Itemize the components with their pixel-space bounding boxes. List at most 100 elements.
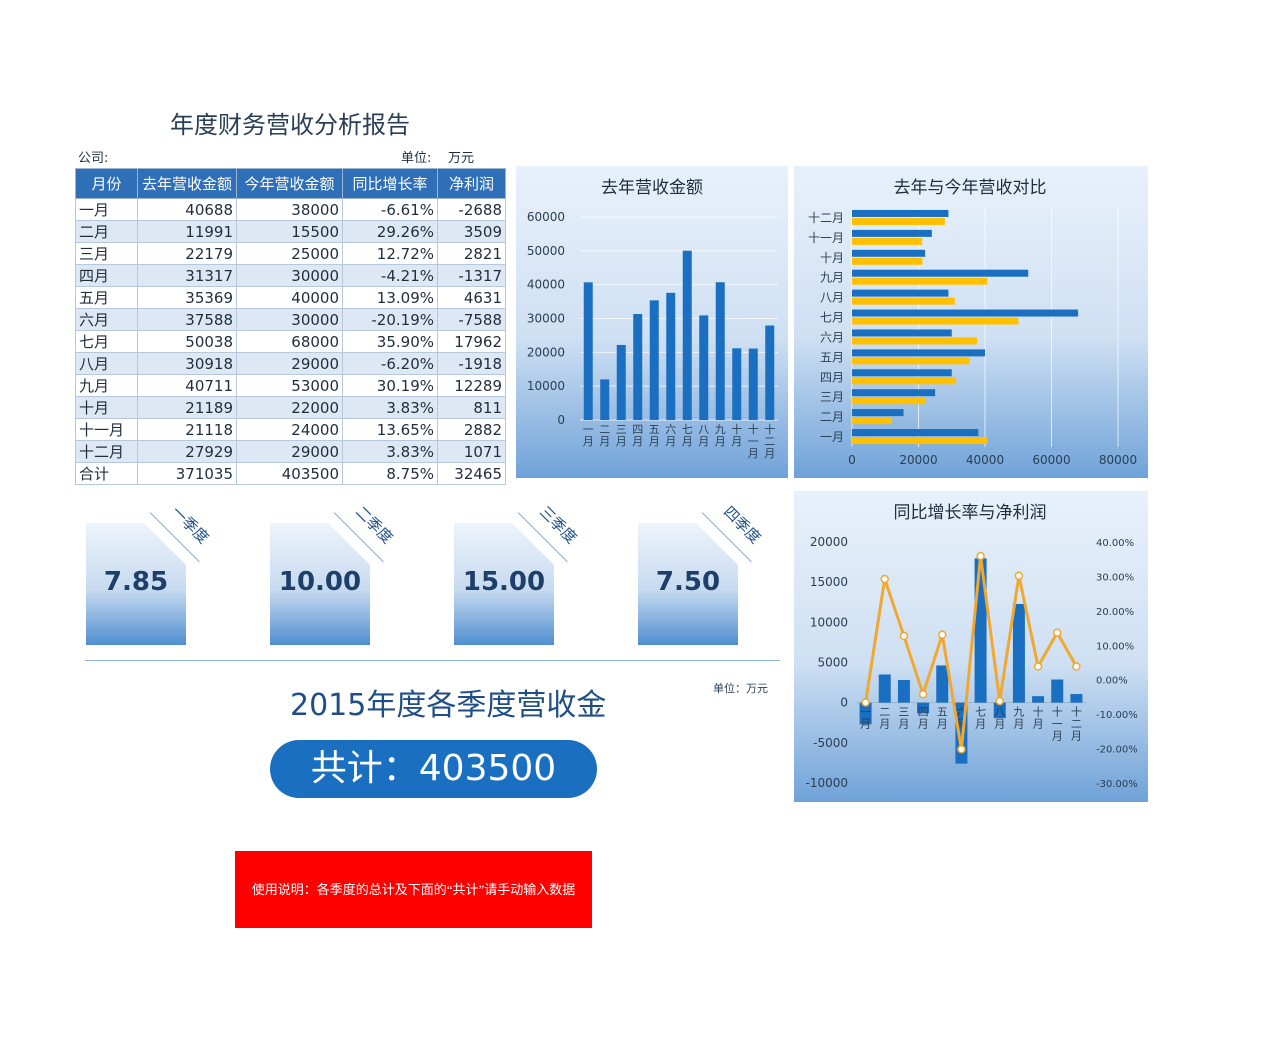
- table-row: 八月 30918 29000 -6.20% -1918: [75, 352, 506, 375]
- table-cell: 21189: [137, 396, 237, 419]
- y-tick-label: 10000: [810, 615, 848, 629]
- table-row: 二月 11991 15500 29.26% 3509: [75, 220, 506, 243]
- table-cell: 四月: [75, 264, 138, 287]
- table-cell: 24000: [236, 418, 343, 441]
- svg-text:月: 月: [994, 718, 1005, 731]
- table-cell: 35369: [137, 286, 237, 309]
- table-cell: 35.90%: [342, 330, 438, 353]
- bar: [765, 325, 775, 420]
- y-tick-label: 20000: [810, 535, 848, 549]
- bar: [852, 437, 988, 445]
- svg-text:十: 十: [731, 422, 742, 436]
- x-tick-label: 二月: [599, 423, 610, 448]
- x-tick-label: 十一月: [1052, 705, 1063, 743]
- svg-text:月: 月: [1052, 730, 1063, 743]
- y2-tick-label: 0.00%: [1096, 676, 1128, 687]
- table-cell: 811: [437, 396, 506, 419]
- y-tick-label: 一月: [820, 430, 844, 444]
- bar: [715, 282, 725, 420]
- table-cell: 22000: [236, 396, 343, 419]
- svg-text:月: 月: [1071, 730, 1082, 743]
- bar: [852, 397, 926, 405]
- y-tick-label: 四月: [820, 370, 844, 384]
- report-title: 年度财务营收分析报告: [170, 111, 410, 139]
- table-cell: 37588: [137, 308, 237, 331]
- table-cell: -4.21%: [342, 264, 438, 287]
- x-tick-label: 七月: [975, 706, 986, 731]
- table-cell: 31317: [137, 264, 237, 287]
- table-row: 三月 22179 25000 12.72% 2821: [75, 242, 506, 265]
- table-row: 十一月 21118 24000 13.65% 2882: [75, 418, 506, 441]
- table-cell: 38000: [236, 198, 343, 221]
- x-tick-label: 九月: [1013, 706, 1024, 731]
- x-tick-label: 四月: [632, 423, 643, 448]
- x-tick-label: 十二月: [1071, 705, 1082, 743]
- x-tick-label: 五月: [937, 706, 948, 731]
- y2-tick-label: -20.00%: [1096, 745, 1138, 756]
- svg-text:月: 月: [898, 718, 909, 731]
- bar: [897, 680, 910, 703]
- bar: [616, 344, 626, 420]
- finance-table: 月份 去年营收金额 今年营收金额 同比增长率 净利润 一月 40688 38000-…: [75, 168, 506, 485]
- table-cell: 1071: [437, 440, 506, 463]
- table-cell: 25000: [236, 242, 343, 265]
- svg-text:月: 月: [764, 447, 775, 460]
- svg-text:五: 五: [937, 706, 948, 719]
- y-tick-label: 二月: [820, 410, 844, 424]
- svg-text:月: 月: [715, 435, 726, 448]
- growth-line: [864, 555, 1078, 750]
- y-tick-label: 九月: [820, 271, 844, 285]
- bar: [852, 217, 945, 225]
- table-cell: 八月: [75, 352, 138, 375]
- table-cell: 403500: [236, 462, 343, 485]
- svg-text:月: 月: [956, 718, 967, 731]
- table-row: 一月 40688 38000 -6.61% -2688: [75, 198, 506, 221]
- table-cell: 4631: [437, 286, 506, 309]
- svg-text:八: 八: [698, 423, 709, 436]
- bar: [917, 702, 930, 714]
- table-cell: 十月: [75, 396, 138, 419]
- y-tick-label: 0: [557, 413, 565, 427]
- y-tick-label: -5000: [813, 736, 848, 750]
- x-tick-label: 三月: [898, 706, 909, 731]
- bar: [852, 389, 936, 397]
- y-tick-label: 十二月: [808, 211, 844, 225]
- total-badge: 共计：403500: [270, 740, 597, 798]
- unit-value: 万元: [448, 151, 475, 166]
- svg-text:月: 月: [1013, 718, 1024, 731]
- x-tick-label: 一月: [583, 423, 594, 448]
- table-cell: 30000: [236, 308, 343, 331]
- bar: [583, 282, 593, 420]
- bar: [878, 674, 891, 703]
- bar: [852, 429, 979, 437]
- quarter-card-2: 10.00: [270, 522, 371, 645]
- svg-text:一: 一: [748, 435, 759, 448]
- table-cell: -20.19%: [342, 308, 438, 331]
- bar: [852, 357, 970, 365]
- bar: [852, 237, 923, 245]
- table-cell: 3.83%: [342, 396, 438, 419]
- table-cell: 53000: [236, 374, 343, 397]
- table-cell: 九月: [75, 374, 138, 397]
- bar: [852, 369, 952, 377]
- x-tick-label: 八月: [994, 706, 1005, 731]
- table-cell: -1317: [437, 264, 506, 287]
- bar: [649, 300, 659, 420]
- growth-profit-chart: 同比增长率与净利润 -10000 -5000 0 5000 10000 15000 2000…: [794, 491, 1148, 802]
- svg-text:月: 月: [682, 435, 693, 448]
- svg-text:月: 月: [748, 447, 759, 460]
- svg-text:月: 月: [975, 718, 986, 731]
- y-tick-label: 5000: [817, 656, 848, 670]
- svg-text:月: 月: [918, 718, 929, 731]
- quarter-card-1: 7.85: [86, 522, 187, 645]
- y-tick-label: 0: [840, 696, 848, 710]
- y2-tick-label: 10.00%: [1096, 641, 1134, 652]
- y2-tick-label: 30.00%: [1096, 572, 1134, 583]
- table-cell: -1918: [437, 352, 506, 375]
- line-point: [1014, 571, 1024, 581]
- x-tick-label: 七月: [682, 423, 693, 448]
- summary-unit: 单位：万元: [713, 682, 768, 695]
- table-cell: 十一月: [75, 418, 138, 441]
- x-tick-label: 三月: [616, 423, 627, 448]
- x-tick-label: 十月: [731, 422, 742, 448]
